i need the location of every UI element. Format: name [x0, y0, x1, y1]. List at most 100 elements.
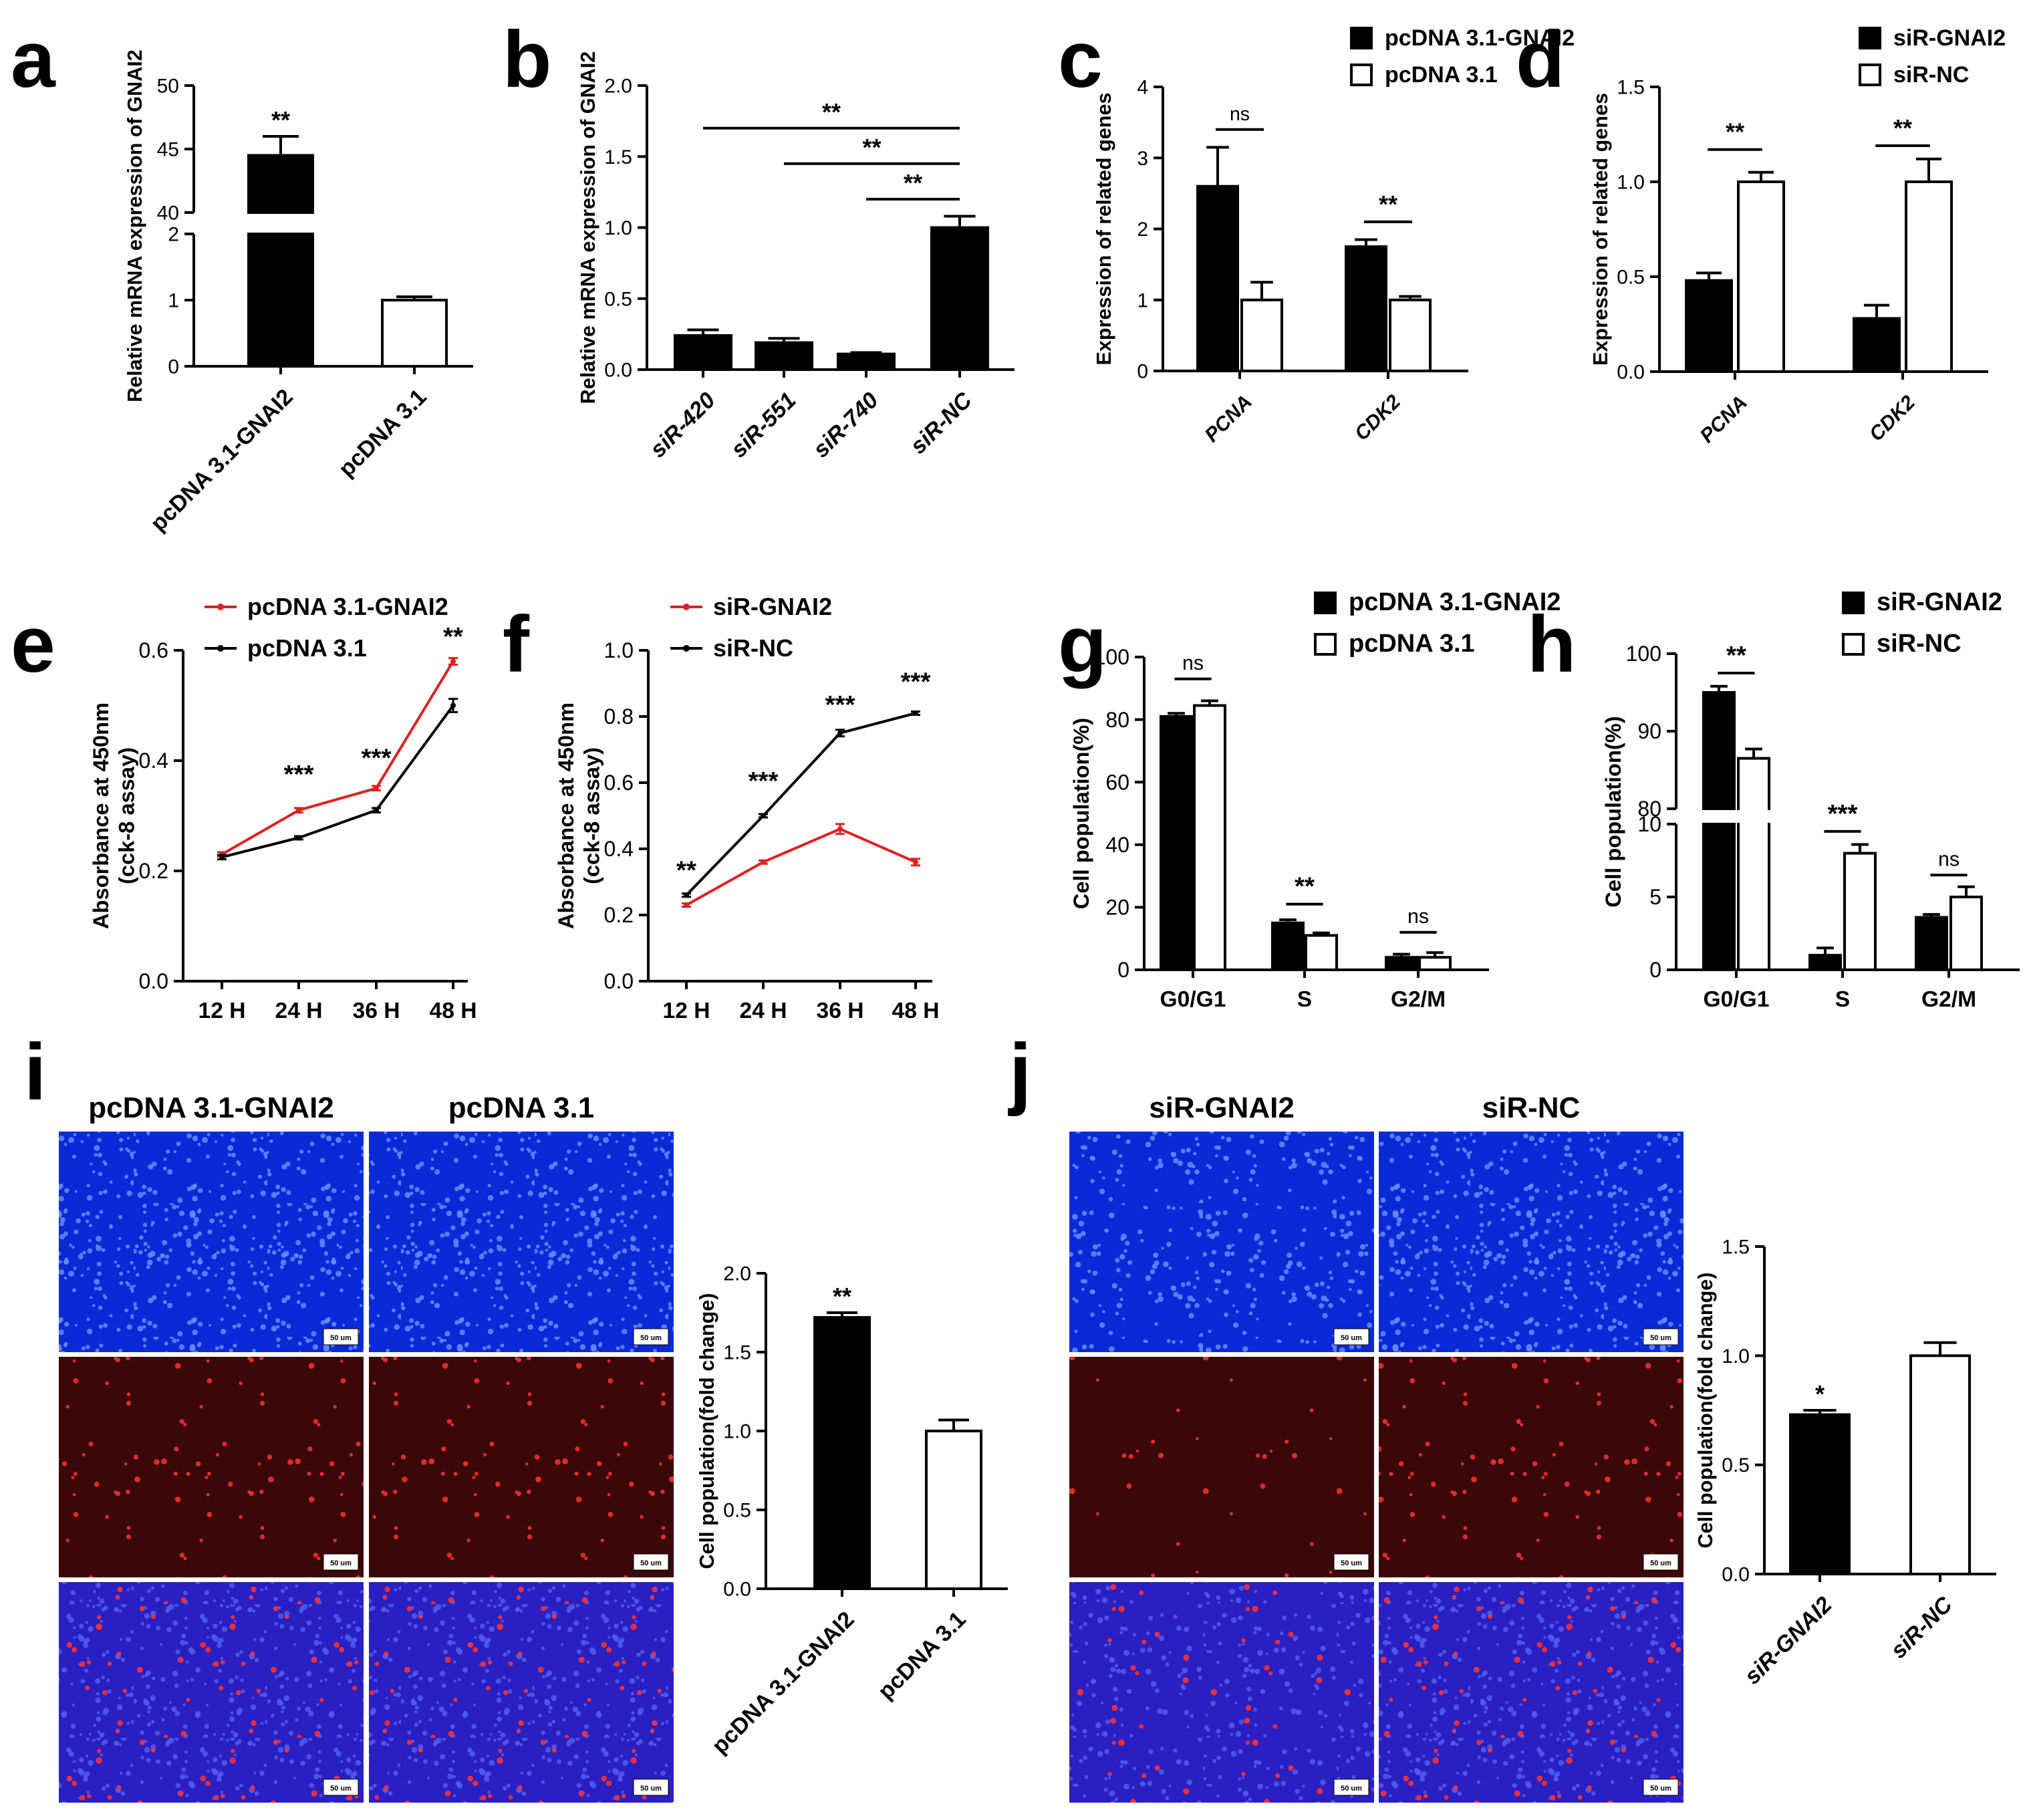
significance-label: ***: [901, 667, 931, 696]
x-tick-label: 12 H: [663, 999, 710, 1023]
y-axis-title: Relative mRNA expression of GNAI2: [124, 49, 146, 402]
y-axis-title: Cell population(fold change): [696, 1293, 718, 1569]
legend-label: siR-GNAI2: [1893, 25, 2006, 51]
y-axis-f: 0.0 0.2 0.4 0.6 0.8 1.0 Absorbance at 450nm (cc…: [553, 638, 650, 993]
x-tick-label: S: [1297, 987, 1312, 1012]
x-tick-label: 48 H: [430, 999, 477, 1023]
y-tick-label: 0: [1649, 958, 1661, 982]
bar: [1789, 1413, 1851, 1576]
x-tick-label: G2/M: [1391, 987, 1446, 1012]
y-tick-label: 0: [168, 356, 179, 378]
legend-label: siR-NC: [713, 634, 793, 662]
legend-label: siR-NC: [1877, 630, 1962, 658]
legend-swatch: [1842, 592, 1865, 614]
y-axis-title: Cell population(fold change): [1694, 1273, 1717, 1549]
scale-bar-box: [1333, 1553, 1369, 1571]
micrograph-dapi: [59, 1132, 364, 1352]
bar: [1737, 757, 1770, 971]
legend-swatch: [1314, 633, 1337, 656]
scale-bar-box: [323, 1553, 359, 1571]
y-tick-label: 1.0: [1722, 1345, 1750, 1368]
y-axis-title: Absorbance at 450nm: [553, 702, 578, 929]
scale-bar-box: [323, 1779, 359, 1796]
y-tick-label: 20: [1105, 896, 1129, 920]
y-tick-label: 0.2: [604, 903, 634, 927]
y-tick-label: 2.0: [723, 1263, 751, 1285]
x-tick-label: 48 H: [892, 999, 940, 1023]
y-tick-label: 1.5: [723, 1342, 751, 1364]
micrograph-grid-i: pcDNA 3.1-GNAI2 50 um 50 um 50 um pcDNA 3.1 5…: [59, 1091, 674, 1803]
y-tick-label: 40: [1105, 833, 1129, 857]
y-tick-label: 100: [1094, 645, 1129, 669]
x-tick-label: PCNA: [1201, 391, 1256, 446]
significance-label: *: [1815, 1380, 1825, 1408]
bar: [1843, 852, 1877, 971]
y-axis-title: Cell population(%): [1601, 716, 1625, 907]
significance-label: **: [1379, 190, 1397, 218]
panel-label-h: h: [1527, 600, 1576, 689]
y-axis-title-2: (cck-8 assay): [579, 747, 603, 884]
chart-c: ns ** PCNA CDK2 pcDNA 3.1-GNAI2 pcDNA 3.1: [1163, 25, 1575, 446]
scale-bar-box: [323, 1328, 359, 1345]
y-tick-label: 0.8: [604, 704, 634, 729]
x-tick-label: 24 H: [740, 999, 787, 1023]
x-tick-label: CDK2: [1865, 391, 1919, 445]
bar: [1949, 896, 1983, 971]
x-tick-label: 36 H: [817, 999, 864, 1023]
y-axis-a: 0 1 240 45 50 Relative mRNA expression of GNA…: [124, 49, 195, 402]
panel-label-g: g: [1058, 600, 1107, 689]
y-tick-label: 1.0: [723, 1421, 751, 1443]
bar: [1240, 298, 1283, 372]
y-tick-label: 0.4: [139, 749, 168, 773]
x-tick-label: pcDNA 3.1-GNAI2: [707, 1607, 859, 1759]
y-tick-label: 50: [157, 76, 179, 98]
scale-bar-label: 50 um: [330, 1559, 352, 1567]
y-tick-label: 0.6: [139, 638, 168, 662]
series-line: [221, 704, 454, 859]
significance-label: ***: [825, 690, 855, 719]
legend-marker: [683, 645, 690, 652]
significance-label: ***: [362, 743, 392, 772]
bar: [1905, 180, 1953, 373]
y-tick-label: 80: [1637, 797, 1661, 821]
micrograph-edu: [369, 1357, 674, 1577]
significance-label: **: [1893, 114, 1912, 142]
legend-swatch: [1314, 592, 1337, 614]
significance-label: ***: [1828, 799, 1858, 828]
legend-swatch: [1350, 27, 1373, 49]
micrograph-merge: [59, 1582, 364, 1803]
y-tick-label: 1.0: [604, 217, 632, 239]
bar: [755, 341, 813, 371]
y-axis-title: Expression of related genes: [1589, 93, 1612, 366]
y-tick-label: 0.5: [1722, 1454, 1750, 1476]
micrograph-merge: [369, 1582, 674, 1803]
chart-f: ***********12 H 24 H 36 H 48 HsiR-GNAI2siR-…: [648, 593, 939, 1023]
chart-b: ** ** ** siR-420 siR-551 siR-740 siR-NC: [645, 98, 1015, 463]
panel-label-f: f: [503, 600, 530, 689]
significance-label: ns: [1407, 905, 1429, 928]
bar: [925, 1430, 982, 1590]
y-tick-label: 0.4: [604, 837, 634, 861]
x-tick-label: G0/G1: [1160, 987, 1226, 1012]
x-tick-label: pcDNA 3.1: [873, 1607, 970, 1704]
significance-label: **: [904, 169, 922, 197]
x-tick-label: 24 H: [275, 999, 323, 1023]
scale-bar-box: [1643, 1779, 1679, 1796]
micrograph-edu: [1379, 1357, 1683, 1577]
legend-label: pcDNA 3.1-GNAI2: [247, 593, 448, 620]
y-tick-label: 0: [1137, 361, 1148, 383]
y-tick-label: 1: [168, 290, 179, 312]
axis-break-gap: [246, 214, 315, 233]
y-axis-title: Cell population(%): [1069, 718, 1093, 909]
legend-label: siR-GNAI2: [713, 593, 832, 620]
x-tick-label: 36 H: [353, 999, 400, 1023]
x-tick-label: 12 H: [198, 999, 246, 1023]
bar: [1196, 184, 1239, 372]
x-tick-label: G0/G1: [1704, 987, 1770, 1012]
